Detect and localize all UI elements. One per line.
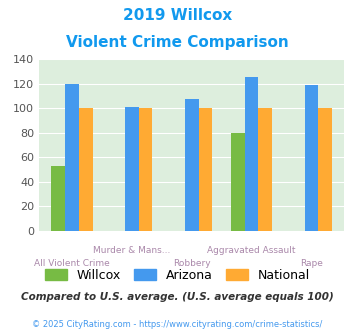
Text: Robbery: Robbery	[173, 259, 211, 268]
Bar	[185, 99, 198, 231]
Legend: Willcox, Arizona, National: Willcox, Arizona, National	[39, 264, 316, 287]
Text: All Violent Crime: All Violent Crime	[34, 259, 110, 268]
Text: Aggravated Assault: Aggravated Assault	[207, 246, 296, 255]
Bar	[245, 77, 258, 231]
Bar	[231, 133, 245, 231]
Bar	[125, 107, 139, 231]
Text: © 2025 CityRating.com - https://www.cityrating.com/crime-statistics/: © 2025 CityRating.com - https://www.city…	[32, 320, 323, 329]
Bar	[318, 109, 332, 231]
Text: Murder & Mans...: Murder & Mans...	[93, 246, 170, 255]
Bar	[198, 109, 212, 231]
Text: 2019 Willcox: 2019 Willcox	[123, 8, 232, 23]
Bar	[139, 109, 153, 231]
Bar	[258, 109, 272, 231]
Bar	[65, 84, 79, 231]
Text: Rape: Rape	[300, 259, 323, 268]
Bar	[79, 109, 93, 231]
Text: Violent Crime Comparison: Violent Crime Comparison	[66, 35, 289, 50]
Text: Compared to U.S. average. (U.S. average equals 100): Compared to U.S. average. (U.S. average …	[21, 292, 334, 302]
Bar	[51, 166, 65, 231]
Bar	[305, 85, 318, 231]
